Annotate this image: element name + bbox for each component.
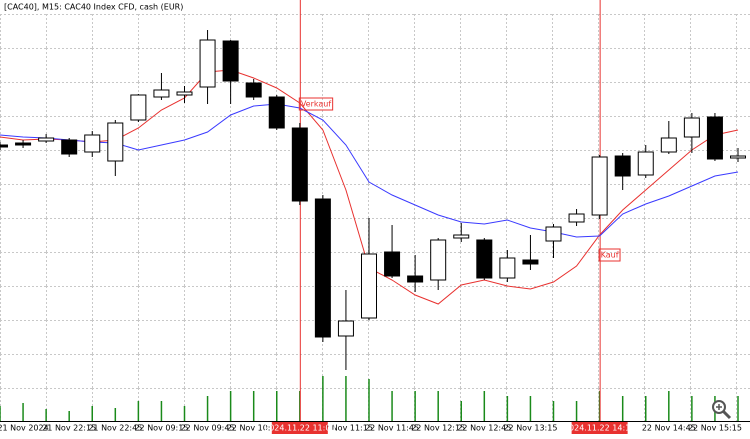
chart-title: [CAC40], M15: CAC40 Index CFD, cash (EUR… bbox=[4, 3, 183, 12]
signal-box bbox=[298, 97, 334, 111]
candle-body bbox=[683, 117, 700, 138]
x-tick-label: 22 Nov 09:45 bbox=[181, 424, 235, 433]
x-tick-label: 22 Nov 12:15 bbox=[411, 424, 465, 433]
candle-body bbox=[706, 116, 723, 160]
candle-body bbox=[153, 89, 170, 98]
x-tick-label: 22 Nov 11:45 bbox=[365, 424, 419, 433]
grid bbox=[0, 14, 750, 421]
candle-body bbox=[222, 40, 239, 82]
candle-body bbox=[15, 142, 32, 146]
candle-body bbox=[61, 139, 78, 155]
x-tick-label: 22 Nov 14:45 bbox=[642, 424, 696, 433]
x-tick-label: 22 Nov 11:15 bbox=[319, 424, 373, 433]
x-tick-label: 22 Nov 10:15 bbox=[227, 424, 281, 433]
candle-body bbox=[568, 213, 585, 223]
candle-body bbox=[637, 151, 654, 176]
candle-body bbox=[176, 91, 193, 96]
candle-body bbox=[337, 320, 354, 337]
signal-box bbox=[598, 248, 621, 262]
date-highlight-label: 2024.11.22 14:15 bbox=[564, 424, 635, 433]
date-highlight bbox=[271, 422, 328, 434]
x-tick-label: 21 Nov 22:15 bbox=[42, 424, 96, 433]
candle-body bbox=[245, 82, 262, 98]
date-highlight bbox=[571, 422, 628, 434]
x-tick-label: 21 Nov 2024 bbox=[0, 424, 49, 433]
x-tick-label: 22 Nov 15:15 bbox=[688, 424, 742, 433]
candle-body bbox=[407, 275, 424, 283]
candle-body bbox=[591, 156, 608, 216]
date-highlight-label: 2024.11.22 11:00 bbox=[264, 424, 335, 433]
candle-body bbox=[291, 127, 308, 202]
candle-body bbox=[199, 39, 216, 88]
candle-body bbox=[660, 137, 677, 153]
candle-body bbox=[476, 239, 493, 279]
candle-body bbox=[0, 144, 8, 148]
x-tick-label: 21 Nov 22:45 bbox=[88, 424, 142, 433]
candle-body bbox=[314, 198, 331, 338]
candle-body bbox=[107, 122, 124, 162]
candle-body bbox=[730, 155, 746, 159]
candle-body bbox=[130, 94, 147, 121]
x-tick-label: 22 Nov 09:15 bbox=[134, 424, 188, 433]
candle-body bbox=[453, 234, 470, 239]
candle-body bbox=[384, 251, 401, 277]
candle-body bbox=[268, 96, 285, 129]
signal-label: Verkauf bbox=[301, 100, 332, 109]
candle-body bbox=[614, 155, 631, 177]
signal-label: Kauf bbox=[601, 251, 619, 260]
candle-body bbox=[545, 226, 562, 242]
candle-body bbox=[38, 137, 55, 142]
candle-body bbox=[499, 257, 516, 279]
x-tick-label: 22 Nov 13:15 bbox=[503, 424, 557, 433]
zoom-icon[interactable] bbox=[712, 400, 732, 420]
candle-body bbox=[84, 134, 101, 153]
candle-body bbox=[361, 253, 377, 319]
x-tick-label: 22 Nov 12:45 bbox=[457, 424, 511, 433]
candle-body bbox=[522, 259, 539, 265]
candle-body bbox=[430, 239, 447, 281]
